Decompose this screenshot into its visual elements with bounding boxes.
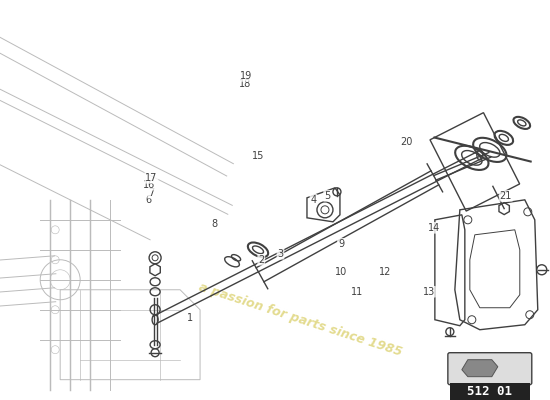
Text: 19: 19: [240, 71, 252, 81]
Text: 9: 9: [338, 239, 344, 249]
Text: 1: 1: [187, 313, 193, 323]
Text: 2: 2: [258, 255, 265, 265]
Text: 7: 7: [148, 188, 155, 198]
FancyBboxPatch shape: [450, 383, 530, 400]
Text: 3: 3: [277, 249, 284, 259]
Text: 11: 11: [351, 287, 364, 297]
Text: a passion for parts since 1985: a passion for parts since 1985: [196, 281, 403, 359]
FancyBboxPatch shape: [448, 353, 532, 385]
Text: 17: 17: [145, 173, 157, 183]
Text: 8: 8: [212, 219, 218, 229]
Text: 16: 16: [142, 180, 155, 190]
Text: 20: 20: [401, 137, 413, 147]
Text: 13: 13: [423, 287, 435, 297]
Text: 4: 4: [310, 195, 317, 205]
Text: 18: 18: [239, 79, 251, 89]
Text: 512 01: 512 01: [468, 385, 512, 398]
Text: 6: 6: [146, 195, 152, 205]
Text: 14: 14: [428, 223, 441, 233]
Text: 5: 5: [324, 191, 331, 201]
Polygon shape: [462, 360, 498, 377]
Text: 15: 15: [252, 151, 265, 161]
Text: 12: 12: [379, 267, 391, 277]
Text: 21: 21: [499, 191, 512, 201]
Text: 10: 10: [335, 267, 347, 277]
